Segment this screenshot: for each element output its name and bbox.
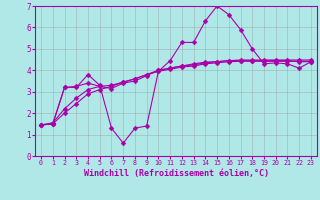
X-axis label: Windchill (Refroidissement éolien,°C): Windchill (Refroidissement éolien,°C) <box>84 169 268 178</box>
